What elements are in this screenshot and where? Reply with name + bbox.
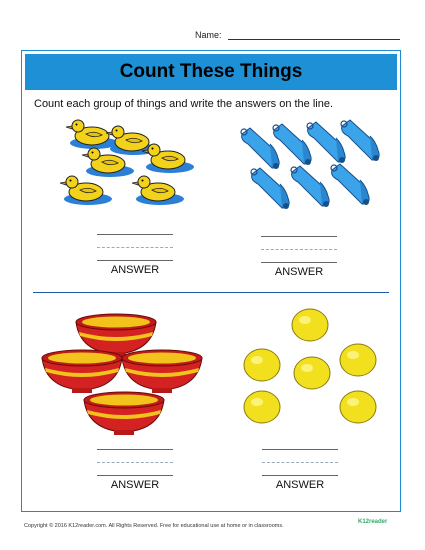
- worksheet-frame: [21, 50, 401, 512]
- name-row: Name:: [195, 30, 400, 40]
- answer-lemons[interactable]: ANSWER: [255, 449, 345, 491]
- instruction-text: Count each group of things and write the…: [34, 98, 334, 110]
- copyright-footer: Copyright © 2016 K12reader.com. All Righ…: [24, 523, 284, 529]
- answer-label: ANSWER: [275, 479, 325, 491]
- ducks-image: [59, 119, 195, 206]
- answer-label: ANSWER: [110, 264, 160, 276]
- name-field[interactable]: [227, 31, 400, 40]
- page-title: Count These Things: [25, 54, 397, 90]
- bells-image: [240, 119, 380, 210]
- answer-label: ANSWER: [110, 479, 160, 491]
- answer-bowls[interactable]: ANSWER: [90, 449, 180, 491]
- name-label: Name:: [195, 30, 222, 40]
- answer-ducks[interactable]: ANSWER: [90, 234, 180, 276]
- brand-logo: K12reader: [358, 519, 388, 525]
- bowls-image: [41, 313, 203, 435]
- answer-bells[interactable]: ANSWER: [254, 236, 344, 278]
- answer-label: ANSWER: [274, 266, 324, 278]
- section-divider: [33, 292, 389, 293]
- lemons-image: [243, 308, 377, 424]
